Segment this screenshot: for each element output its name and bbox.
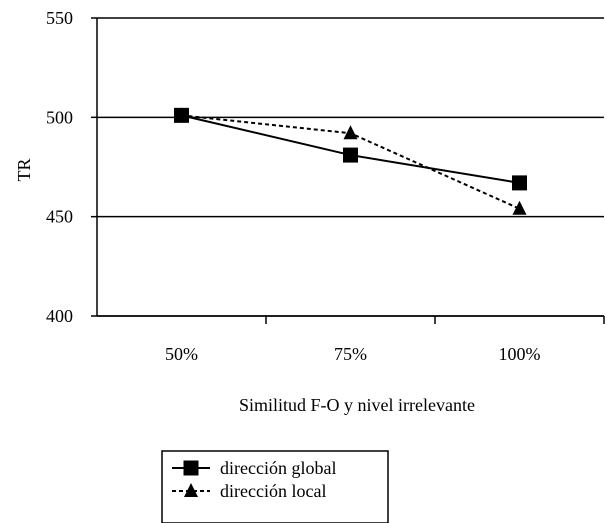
x-tick-label: 50%	[165, 344, 198, 364]
data-point	[174, 107, 189, 122]
y-tick-label: 500	[46, 107, 73, 127]
data-point	[343, 147, 358, 163]
y-axis-title: TR	[14, 158, 34, 181]
data-point	[512, 175, 527, 191]
legend-marker	[183, 460, 199, 476]
legend-label: dirección local	[220, 481, 326, 501]
data-point	[512, 200, 527, 215]
y-tick-label: 550	[46, 8, 73, 28]
data-point	[343, 125, 358, 140]
x-tick-label: 75%	[334, 344, 367, 364]
legend-item: dirección global	[172, 458, 336, 478]
legend-items: dirección global dirección local	[172, 458, 336, 501]
series	[174, 107, 527, 215]
legend: dirección global dirección local	[161, 450, 389, 523]
x-tick-label: 100%	[499, 344, 541, 364]
y-tick-label: 400	[46, 306, 73, 326]
y-tick-labels: 400 450 500 550	[46, 8, 73, 326]
legend-item: dirección local	[172, 481, 326, 501]
x-tick-labels: 50% 75% 100%	[165, 316, 605, 364]
legend-label: dirección global	[220, 458, 336, 478]
axes	[96, 18, 604, 317]
legend-box	[161, 450, 389, 523]
series-2	[174, 107, 527, 215]
x-axis-title: Similitud F-O y nivel irrelevante	[239, 395, 475, 415]
gridlines	[91, 17, 604, 317]
legend-marker	[184, 483, 198, 497]
y-tick-label: 450	[46, 207, 73, 227]
